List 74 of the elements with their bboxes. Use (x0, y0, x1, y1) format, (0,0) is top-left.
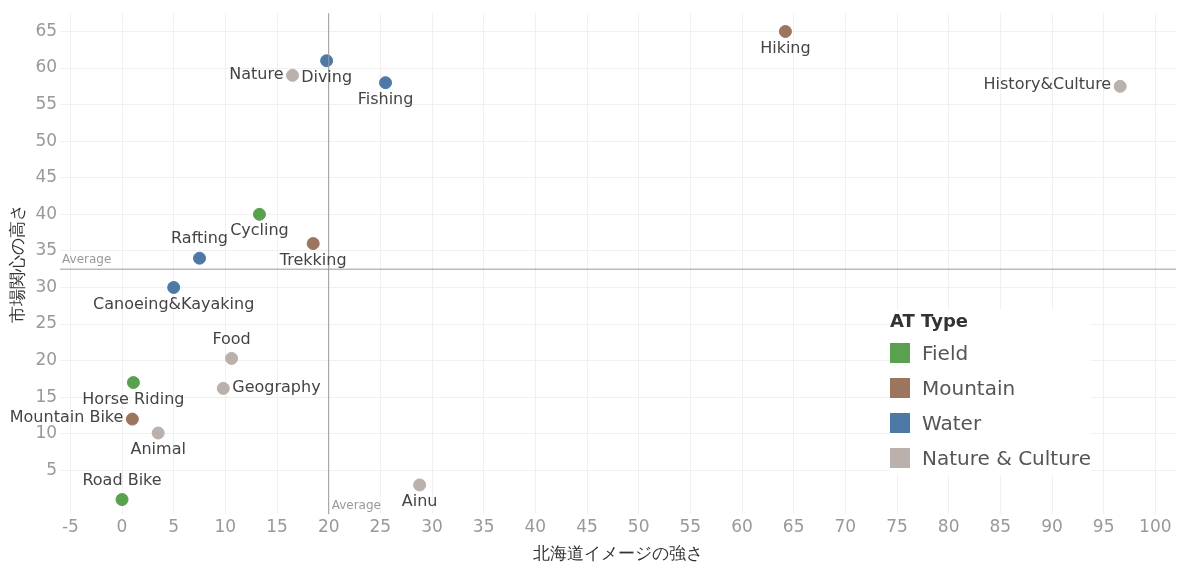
x-tick-label: 45 (576, 515, 598, 536)
x-tick-label: 85 (989, 515, 1012, 536)
x-tick-label: 10 (214, 515, 237, 536)
legend-label: Nature & Culture (922, 445, 1091, 470)
x-tick-label: 80 (937, 515, 960, 536)
point (225, 351, 239, 365)
annotation: Hiking (760, 37, 811, 57)
y-tick-label: 20 (35, 349, 58, 370)
y-tick-label: 25 (35, 312, 58, 333)
y-tick-label: 65 (35, 19, 58, 40)
point (126, 376, 140, 390)
x-tick-label: 60 (731, 515, 753, 536)
legend-label: Mountain (922, 375, 1016, 400)
annotation: Diving (301, 66, 353, 86)
annotation: History&Culture (983, 74, 1112, 94)
point (413, 478, 427, 492)
x-tick-label: -5 (61, 515, 79, 536)
point (216, 381, 230, 395)
x-tick-label: 0 (116, 515, 128, 536)
x-tick-label: 15 (266, 515, 288, 536)
x-tick-label: 20 (317, 515, 340, 536)
x-tick-label: 90 (1041, 515, 1063, 536)
x-tick-label: 30 (421, 515, 443, 536)
point (125, 412, 139, 426)
annotation: Nature (229, 63, 284, 83)
ref-line-label: Average (331, 498, 381, 513)
y-tick-label: 50 (35, 129, 58, 150)
y-tick-label: 35 (35, 239, 58, 260)
annotation: Rafting (171, 228, 228, 248)
annotation: Ainu (401, 491, 438, 511)
annotation: Canoeing&Kayaking (93, 293, 255, 313)
x-tick-label: 70 (834, 515, 857, 536)
annotation: Cycling (230, 220, 289, 240)
point (306, 237, 320, 251)
x-tick-label: 40 (524, 515, 547, 536)
point (193, 251, 207, 265)
annotation: Geography (232, 376, 321, 396)
point (167, 280, 181, 294)
point (252, 207, 266, 221)
x-tick-label: 75 (886, 515, 908, 536)
annotation: Food (212, 328, 251, 348)
legend-label: Water (922, 410, 982, 435)
y-tick-label: 40 (35, 202, 58, 223)
x-tick-label: 35 (472, 515, 495, 536)
annotation: Trekking (278, 249, 347, 269)
x-axis-title: 北海道イメージの強さ (533, 543, 704, 564)
legend-title: AT Type (890, 310, 970, 331)
y-axis-title: 市場関心の高さ (6, 204, 27, 324)
x-tick-label: 25 (369, 515, 392, 536)
x-tick-label: 55 (679, 515, 702, 536)
y-tick-label: 10 (35, 422, 58, 443)
y-tick-label: 30 (35, 275, 58, 296)
ref-line-label: Average (62, 252, 112, 267)
y-tick-label: 60 (35, 56, 58, 77)
y-tick-label: 15 (35, 385, 58, 406)
point (379, 76, 393, 90)
point (115, 493, 129, 507)
legend-label: Field (922, 340, 969, 365)
y-tick-label: 45 (35, 166, 58, 187)
annotation: Road Bike (82, 469, 162, 489)
point (151, 426, 165, 440)
annotation: Horse Riding (82, 388, 185, 408)
point (1113, 79, 1127, 93)
point (778, 24, 792, 38)
y-tick-label: 55 (35, 93, 58, 114)
annotation: Fishing (357, 88, 414, 108)
x-tick-label: 5 (168, 515, 180, 536)
x-tick-label: 95 (1092, 515, 1115, 536)
x-tick-label: 65 (782, 515, 805, 536)
x-tick-label: 100 (1139, 515, 1172, 536)
x-tick-label: 50 (627, 515, 650, 536)
annotation: Animal (130, 439, 186, 459)
point (286, 68, 300, 82)
y-tick-label: 5 (46, 458, 58, 479)
